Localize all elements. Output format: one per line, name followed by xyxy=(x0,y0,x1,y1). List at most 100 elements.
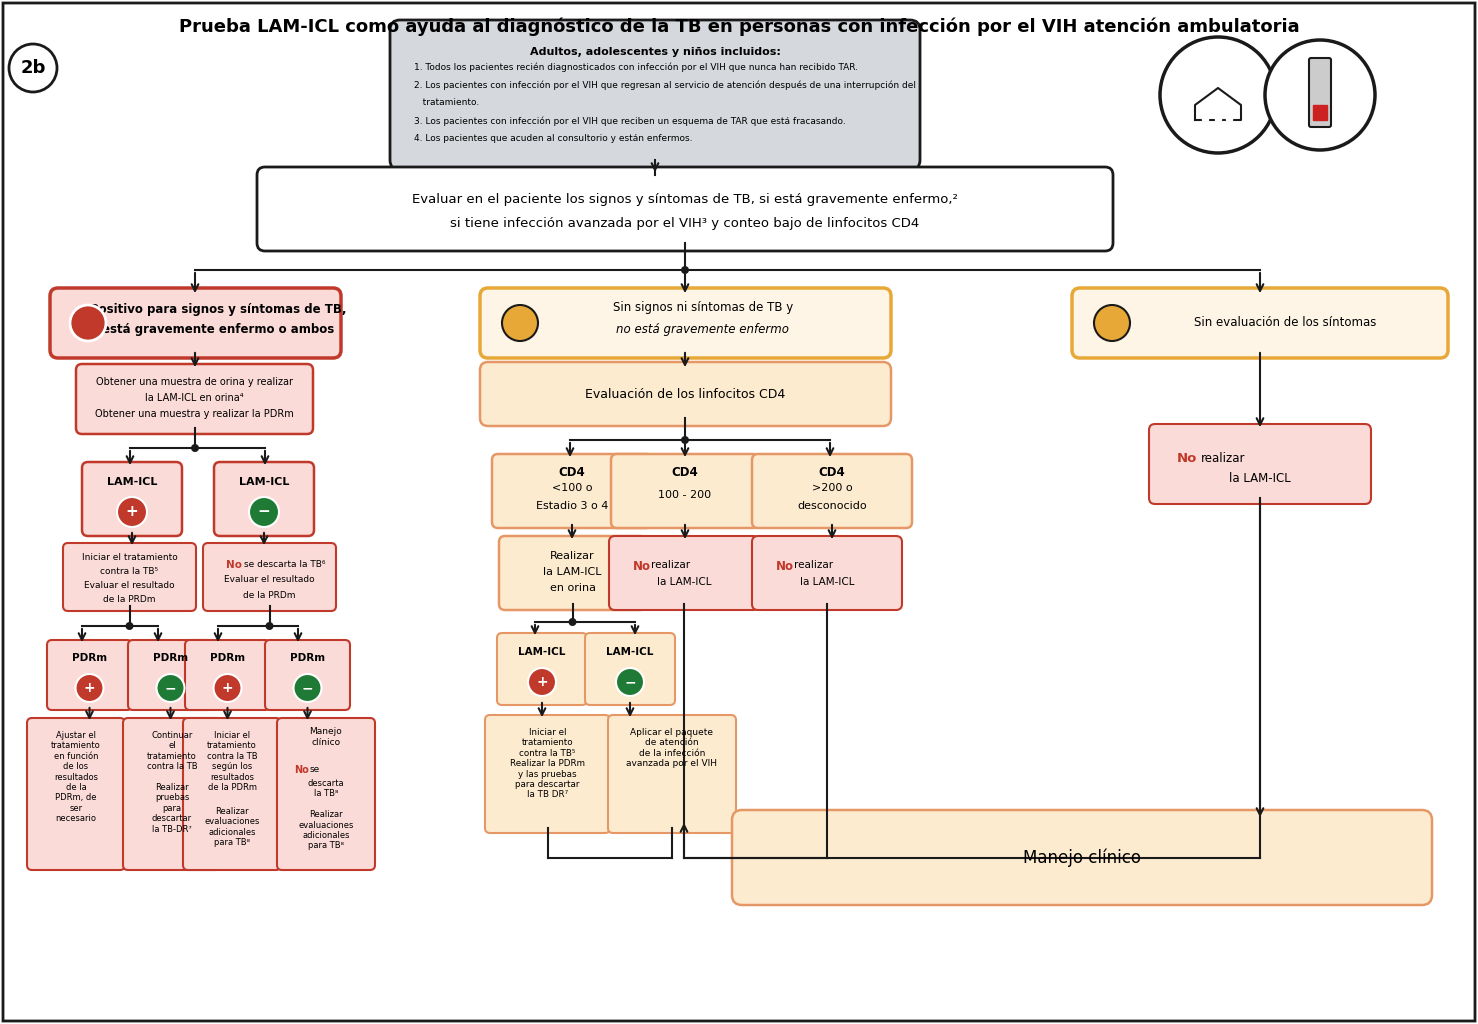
Text: 3. Los pacientes con infección por el VIH que reciben un esquema de TAR que está: 3. Los pacientes con infección por el VI… xyxy=(414,116,845,126)
Circle shape xyxy=(191,444,200,452)
Circle shape xyxy=(681,436,689,444)
Text: No: No xyxy=(226,560,242,570)
FancyBboxPatch shape xyxy=(276,718,375,870)
Text: no está gravemente enfermo: no está gravemente enfermo xyxy=(616,323,789,336)
Text: la LAM-ICL: la LAM-ICL xyxy=(800,577,854,587)
Text: +C: +C xyxy=(1208,93,1228,106)
FancyBboxPatch shape xyxy=(390,20,919,170)
Circle shape xyxy=(1160,37,1276,153)
Text: −: − xyxy=(624,675,636,689)
Text: realizar: realizar xyxy=(794,560,834,570)
Text: Sin evaluación de los síntomas: Sin evaluación de los síntomas xyxy=(1194,316,1376,330)
Text: 2b: 2b xyxy=(21,59,46,77)
Text: Evaluar el resultado: Evaluar el resultado xyxy=(84,582,174,591)
Text: Evaluar en el paciente los signos y síntomas de TB, si está gravemente enfermo,²: Evaluar en el paciente los signos y sínt… xyxy=(412,193,958,206)
Circle shape xyxy=(294,674,322,702)
Text: descarta
la TB⁸

Realizar
evaluaciones
adicionales
para TB⁸: descarta la TB⁸ Realizar evaluaciones ad… xyxy=(299,779,353,850)
FancyBboxPatch shape xyxy=(202,543,336,611)
Text: la LAM-ICL: la LAM-ICL xyxy=(1230,471,1290,484)
Polygon shape xyxy=(1312,105,1327,115)
Text: −: − xyxy=(257,505,270,519)
FancyBboxPatch shape xyxy=(50,288,341,358)
Polygon shape xyxy=(1215,112,1221,120)
Text: desconocido: desconocido xyxy=(797,501,866,511)
Circle shape xyxy=(248,497,279,527)
FancyBboxPatch shape xyxy=(1310,58,1332,127)
Text: +: + xyxy=(222,681,234,695)
Text: la LAM-ICL en orina⁴: la LAM-ICL en orina⁴ xyxy=(145,393,244,403)
Text: si tiene infección avanzada por el VIH³ y conteo bajo de linfocitos CD4: si tiene infección avanzada por el VIH³ … xyxy=(451,217,919,230)
Circle shape xyxy=(266,622,273,630)
FancyBboxPatch shape xyxy=(1072,288,1448,358)
FancyBboxPatch shape xyxy=(752,536,902,610)
Text: B: B xyxy=(514,316,525,330)
Text: se descarta la TB⁶: se descarta la TB⁶ xyxy=(244,560,325,569)
Text: Iniciar el
tratamiento
contra la TB⁵
Realizar la PDRm
y las pruebas
para descart: Iniciar el tratamiento contra la TB⁵ Rea… xyxy=(510,728,585,800)
FancyBboxPatch shape xyxy=(492,454,652,528)
Text: Sin signos ni síntomas de TB y: Sin signos ni síntomas de TB y xyxy=(613,301,794,314)
Circle shape xyxy=(1265,40,1375,150)
Polygon shape xyxy=(1196,88,1242,120)
Text: Adultos, adolescentes y niños incluidos:: Adultos, adolescentes y niños incluidos: xyxy=(529,47,780,57)
Text: LAM-ICL: LAM-ICL xyxy=(106,477,157,487)
Text: la LAM-ICL: la LAM-ICL xyxy=(544,567,602,577)
Text: Aplicar el paquete
de atención
de la infección
avanzada por el VIH: Aplicar el paquete de atención de la inf… xyxy=(627,728,717,768)
Text: Iniciar el tratamiento: Iniciar el tratamiento xyxy=(81,554,177,562)
Circle shape xyxy=(213,674,241,702)
Text: No: No xyxy=(1176,452,1197,465)
Text: Evaluar el resultado: Evaluar el resultado xyxy=(225,575,315,585)
Text: >200 o: >200 o xyxy=(811,483,853,493)
Text: PDRm: PDRm xyxy=(210,653,245,663)
Text: Manejo
clínico: Manejo clínico xyxy=(309,727,343,746)
FancyBboxPatch shape xyxy=(480,362,891,426)
FancyBboxPatch shape xyxy=(497,633,587,705)
Text: CD4: CD4 xyxy=(671,466,699,478)
Text: contra la TB⁵: contra la TB⁵ xyxy=(101,567,158,577)
Polygon shape xyxy=(1225,112,1233,120)
Text: No: No xyxy=(294,765,309,775)
Text: LAM-ICL: LAM-ICL xyxy=(606,647,653,657)
Text: CD4: CD4 xyxy=(559,466,585,478)
Text: 2. Los pacientes con infección por el VIH que regresan al servicio de atención d: 2. Los pacientes con infección por el VI… xyxy=(414,80,916,89)
Text: 4. Los pacientes que acuden al consultorio y están enfermos.: 4. Los pacientes que acuden al consultor… xyxy=(414,134,693,143)
Text: Realizar: Realizar xyxy=(550,551,594,561)
FancyBboxPatch shape xyxy=(500,536,646,610)
Circle shape xyxy=(9,44,58,92)
Text: de la PRDm: de la PRDm xyxy=(244,591,296,599)
Circle shape xyxy=(616,668,644,696)
Text: Obtener una muestra de orina y realizar: Obtener una muestra de orina y realizar xyxy=(96,377,293,387)
FancyBboxPatch shape xyxy=(1148,424,1372,504)
Text: la LAM-ICL: la LAM-ICL xyxy=(656,577,711,587)
Circle shape xyxy=(681,266,689,274)
Text: de la PRDm: de la PRDm xyxy=(103,596,155,604)
FancyBboxPatch shape xyxy=(480,288,891,358)
Polygon shape xyxy=(1202,112,1208,120)
Text: Realizar
evaluaciones
adicionales
para TB⁸: Realizar evaluaciones adicionales para T… xyxy=(204,807,260,847)
FancyBboxPatch shape xyxy=(47,640,132,710)
Text: Continuar
el
tratamiento
contra la TB

Realizar
pruebas
para
descartar
la TB-DR⁷: Continuar el tratamiento contra la TB Re… xyxy=(146,731,197,834)
Circle shape xyxy=(117,497,146,527)
Text: No: No xyxy=(633,560,650,573)
Text: A: A xyxy=(83,316,93,330)
Text: PDRm: PDRm xyxy=(152,653,188,663)
Text: Obtener una muestra y realizar la PDRm: Obtener una muestra y realizar la PDRm xyxy=(95,409,294,419)
Text: Evaluación de los linfocitos CD4: Evaluación de los linfocitos CD4 xyxy=(585,387,786,400)
Circle shape xyxy=(75,674,103,702)
Circle shape xyxy=(126,622,133,630)
Text: Manejo clínico: Manejo clínico xyxy=(1023,848,1141,866)
Text: Ajustar el
tratamiento
en función
de los
resultados
de la
PDRm, de
ser
necesario: Ajustar el tratamiento en función de los… xyxy=(52,731,101,823)
Text: Estadio 3 o 4: Estadio 3 o 4 xyxy=(537,501,607,511)
FancyBboxPatch shape xyxy=(265,640,350,710)
Text: Prueba LAM-ICL como ayuda al diagnóstico de la TB en personas con infección por : Prueba LAM-ICL como ayuda al diagnóstico… xyxy=(179,17,1299,36)
FancyBboxPatch shape xyxy=(607,715,736,833)
FancyBboxPatch shape xyxy=(585,633,675,705)
Text: PDRm: PDRm xyxy=(72,653,106,663)
Text: LAM-ICL: LAM-ICL xyxy=(239,477,290,487)
Text: Iniciar el
tratamiento
contra la TB
según los
resultados
de la PDRm: Iniciar el tratamiento contra la TB segú… xyxy=(207,731,257,792)
Circle shape xyxy=(503,305,538,341)
Text: +: + xyxy=(84,681,95,695)
FancyBboxPatch shape xyxy=(183,718,281,870)
Text: 1. Todos los pacientes recién diagnosticados con infección por el VIH que nunca : 1. Todos los pacientes recién diagnostic… xyxy=(414,62,859,72)
Text: realizar: realizar xyxy=(650,560,690,570)
Text: LAM-ICL: LAM-ICL xyxy=(519,647,566,657)
